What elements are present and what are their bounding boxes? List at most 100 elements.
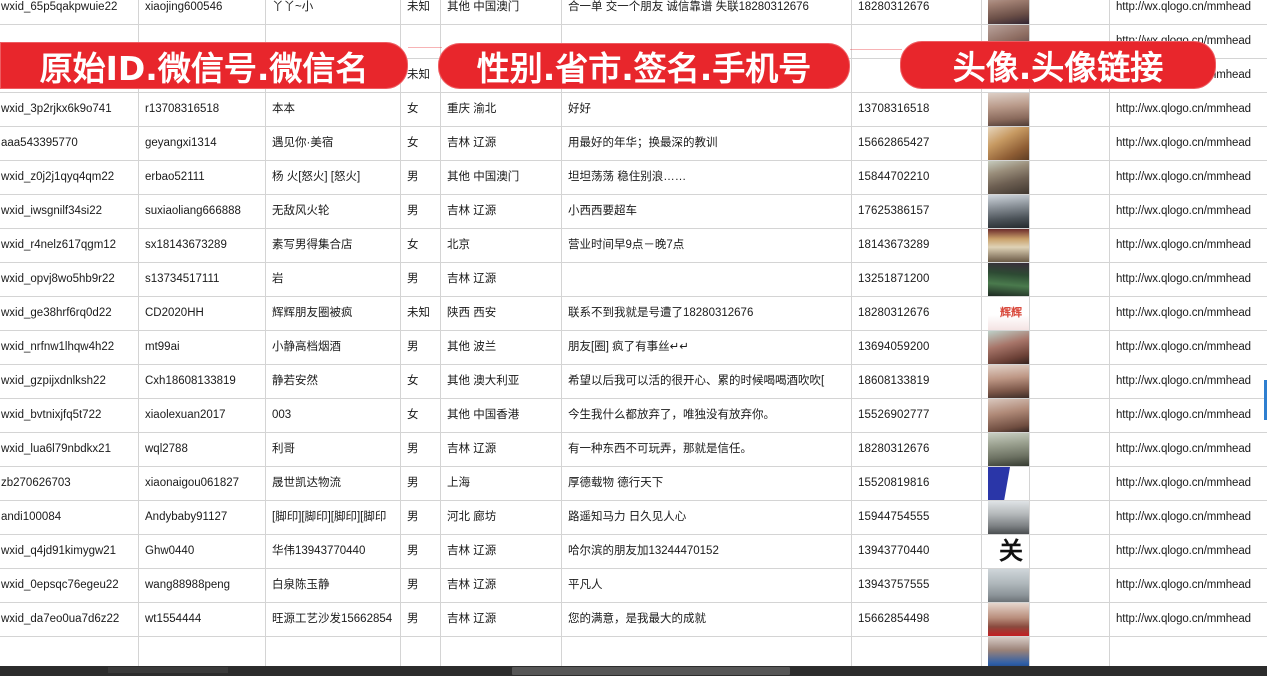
wechat-name-cell[interactable]: 辉辉朋友圈被疯 <box>265 296 401 331</box>
avatar-url-cell[interactable]: http://wx.qlogo.cn/mmhead <box>1109 228 1267 263</box>
wechat-no-cell[interactable]: xiaonaigou061827 <box>138 466 266 501</box>
sex-cell[interactable]: 女 <box>400 126 441 161</box>
wechat-name-cell[interactable]: 利哥 <box>265 432 401 467</box>
original-id-cell[interactable]: wxid_ge38hrf6rq0d22 <box>0 296 139 331</box>
sex-cell[interactable]: 男 <box>400 568 441 603</box>
avatar-cell[interactable] <box>981 262 1030 297</box>
phone-cell[interactable]: 17625386157 <box>851 194 982 229</box>
original-id-cell[interactable]: wxid_lua6l79nbdkx21 <box>0 432 139 467</box>
table-row[interactable]: zb270626703 xiaonaigou061827 晟世凯达物流男上海 厚德载物… <box>0 466 1267 501</box>
original-id-cell[interactable] <box>0 636 139 668</box>
sex-cell[interactable]: 女 <box>400 398 441 433</box>
spacer-cell[interactable] <box>1029 364 1110 399</box>
wechat-no-cell[interactable]: sx18143673289 <box>138 228 266 263</box>
spacer-cell[interactable] <box>1029 92 1110 127</box>
sex-cell[interactable]: 男 <box>400 262 441 297</box>
wechat-name-cell[interactable]: 旺源工艺沙发15662854 <box>265 602 401 637</box>
province-city-cell[interactable]: 吉林 辽源 <box>440 126 562 161</box>
table-row[interactable]: wxid_r4nelz617qgm12 sx18143673289 素写男得集合店女… <box>0 228 1267 263</box>
spacer-cell[interactable] <box>1029 262 1110 297</box>
signature-cell[interactable]: 坦坦荡荡 稳住别浪…… <box>561 160 852 195</box>
phone-cell[interactable]: 15526902777 <box>851 398 982 433</box>
province-city-cell[interactable]: 陕西 西安 <box>440 296 562 331</box>
sex-cell[interactable]: 男 <box>400 500 441 535</box>
province-city-cell[interactable]: 吉林 辽源 <box>440 194 562 229</box>
wechat-no-cell[interactable]: wt1554444 <box>138 602 266 637</box>
avatar-cell[interactable] <box>981 364 1030 399</box>
horizontal-scrollbar[interactable] <box>0 666 1267 676</box>
avatar-url-cell[interactable]: http://wx.qlogo.cn/mmhead <box>1109 194 1267 229</box>
wechat-name-cell[interactable]: 003 <box>265 398 401 433</box>
signature-cell[interactable]: 希望以后我可以活的很开心、累的时候喝喝酒吹吹[ <box>561 364 852 399</box>
original-id-cell[interactable]: wxid_opvj8wo5hb9r22 <box>0 262 139 297</box>
original-id-cell[interactable]: wxid_gzpijxdnlksh22 <box>0 364 139 399</box>
signature-cell[interactable]: 路遥知马力 日久见人心 <box>561 500 852 535</box>
sex-cell[interactable]: 男 <box>400 534 441 569</box>
original-id-cell[interactable] <box>0 24 139 59</box>
avatar-url-cell[interactable]: http://wx.qlogo.cn/mmhead <box>1109 0 1267 25</box>
sex-cell[interactable]: 女 <box>400 364 441 399</box>
spacer-cell[interactable] <box>1029 228 1110 263</box>
signature-cell[interactable]: 小西西要超车 <box>561 194 852 229</box>
wechat-name-cell[interactable]: 岩 <box>265 262 401 297</box>
signature-cell[interactable]: 您的满意，是我最大的成就 <box>561 602 852 637</box>
wechat-no-cell[interactable]: wang88988peng <box>138 568 266 603</box>
avatar-url-cell[interactable]: http://wx.qlogo.cn/mmhead <box>1109 296 1267 331</box>
sex-cell[interactable]: 未知 <box>400 296 441 331</box>
signature-cell[interactable] <box>561 262 852 297</box>
signature-cell[interactable]: 营业时间早9点－晚7点 <box>561 228 852 263</box>
avatar-cell[interactable] <box>981 500 1030 535</box>
wechat-no-cell[interactable]: suxiaoliang666888 <box>138 194 266 229</box>
province-city-cell[interactable]: 上海 <box>440 466 562 501</box>
signature-cell[interactable]: 平凡人 <box>561 568 852 603</box>
phone-cell[interactable]: 18280312676 <box>851 296 982 331</box>
spacer-cell[interactable] <box>1029 602 1110 637</box>
wechat-no-cell[interactable]: Cxh18608133819 <box>138 364 266 399</box>
sex-cell[interactable]: 男 <box>400 602 441 637</box>
spacer-cell[interactable] <box>1029 432 1110 467</box>
table-row[interactable]: wxid_ge38hrf6rq0d22 CD2020HH 辉辉朋友圈被疯 未知 陕西 西… <box>0 296 1267 331</box>
phone-cell[interactable]: 18280312676 <box>851 432 982 467</box>
spacer-cell[interactable] <box>1029 636 1110 668</box>
signature-cell[interactable]: 好好 <box>561 92 852 127</box>
original-id-cell[interactable]: wxid_0epsqc76egeu22 <box>0 568 139 603</box>
avatar-cell[interactable] <box>981 92 1030 127</box>
original-id-cell[interactable]: wxid_r4nelz617qgm12 <box>0 228 139 263</box>
wechat-no-cell[interactable]: geyangxi1314 <box>138 126 266 161</box>
phone-cell[interactable]: 18280312676 <box>851 0 982 25</box>
wechat-name-cell[interactable]: 素写男得集合店 <box>265 228 401 263</box>
spacer-cell[interactable] <box>1029 398 1110 433</box>
original-id-cell[interactable]: wxid_da7eo0ua7d6z22 <box>0 602 139 637</box>
sex-cell[interactable] <box>400 636 441 668</box>
phone-cell[interactable]: 18608133819 <box>851 364 982 399</box>
table-row[interactable]: wxid_z0j2j1qyq4qm22 erbao52111 杨 火[怒火] [怒火… <box>0 160 1267 195</box>
sex-cell[interactable]: 未知 <box>400 58 441 93</box>
phone-cell[interactable]: 15944754555 <box>851 500 982 535</box>
original-id-cell[interactable]: wxid_3p2rjkx6k9o741 <box>0 92 139 127</box>
sex-cell[interactable]: 未知 <box>400 0 441 25</box>
signature-cell[interactable]: 朋友[圈] 疯了有事丝↵↵ <box>561 330 852 365</box>
signature-cell[interactable]: 哈尔滨的朋友加13244470152 <box>561 534 852 569</box>
wechat-name-cell[interactable]: 丫丫~小 <box>265 0 401 25</box>
table-row[interactable]: wxid_q4jd91kimygw21 Ghw0440 华伟13943770440 男… <box>0 534 1267 569</box>
avatar-url-cell[interactable]: http://wx.qlogo.cn/mmhead <box>1109 398 1267 433</box>
avatar-url-cell[interactable]: http://wx.qlogo.cn/mmhead <box>1109 466 1267 501</box>
table-row[interactable]: andi100084 Andybaby91127 [脚印][脚印][脚印][脚印男河… <box>0 500 1267 535</box>
phone-cell[interactable]: 13943770440 <box>851 534 982 569</box>
province-city-cell[interactable]: 其他 澳大利亚 <box>440 364 562 399</box>
avatar-url-cell[interactable]: http://wx.qlogo.cn/mmhead <box>1109 126 1267 161</box>
signature-cell[interactable]: 合一单 交一个朋友 诚信靠谱 失联18280312676 <box>561 0 852 25</box>
original-id-cell[interactable]: andi100084 <box>0 500 139 535</box>
province-city-cell[interactable]: 其他 波兰 <box>440 330 562 365</box>
table-row[interactable]: wxid_opvj8wo5hb9r22 s13734517111 岩男吉林 辽源 13… <box>0 262 1267 297</box>
avatar-cell[interactable] <box>981 636 1030 668</box>
original-id-cell[interactable]: wxid_q4jd91kimygw21 <box>0 534 139 569</box>
signature-cell[interactable] <box>561 636 852 668</box>
avatar-cell[interactable] <box>981 228 1030 263</box>
original-id-cell[interactable]: wxid_bvtnixjfq5t722 <box>0 398 139 433</box>
province-city-cell[interactable]: 其他 中国澳门 <box>440 160 562 195</box>
spacer-cell[interactable] <box>1029 466 1110 501</box>
spacer-cell[interactable] <box>1029 500 1110 535</box>
avatar-url-cell[interactable]: http://wx.qlogo.cn/mmhead <box>1109 160 1267 195</box>
